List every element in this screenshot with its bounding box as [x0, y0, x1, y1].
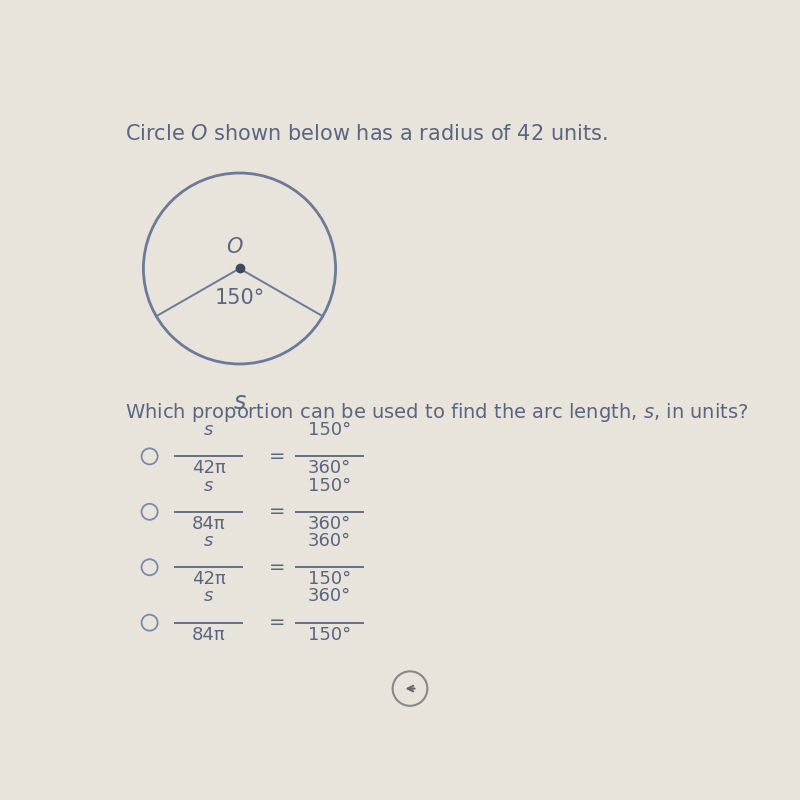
- Text: 42π: 42π: [192, 459, 226, 478]
- Text: 84π: 84π: [192, 515, 226, 533]
- Text: 150°: 150°: [214, 288, 265, 308]
- Text: 360°: 360°: [308, 587, 351, 606]
- Text: =: =: [269, 447, 285, 466]
- Text: 42π: 42π: [192, 570, 226, 588]
- Text: 150°: 150°: [308, 421, 351, 439]
- Text: 360°: 360°: [308, 532, 351, 550]
- Text: 360°: 360°: [308, 459, 351, 478]
- Text: Circle $\mathit{O}$ shown below has a radius of 42 units.: Circle $\mathit{O}$ shown below has a ra…: [125, 124, 607, 144]
- Text: $\mathit{s}$: $\mathit{s}$: [203, 532, 214, 550]
- Text: Which proportion can be used to find the arc length, $\mathit{s}$, in units?: Which proportion can be used to find the…: [125, 401, 748, 424]
- Text: $\mathit{O}$: $\mathit{O}$: [226, 238, 243, 258]
- Text: =: =: [269, 613, 285, 632]
- Text: 150°: 150°: [308, 477, 351, 494]
- Text: 84π: 84π: [192, 626, 226, 644]
- Text: 150°: 150°: [308, 570, 351, 588]
- Text: $\mathit{s}$: $\mathit{s}$: [203, 587, 214, 606]
- Text: =: =: [269, 502, 285, 522]
- Text: $\mathit{s}$: $\mathit{s}$: [203, 477, 214, 494]
- Text: $\mathit{s}$: $\mathit{s}$: [233, 390, 246, 414]
- Text: =: =: [269, 558, 285, 577]
- Text: $\mathit{s}$: $\mathit{s}$: [203, 421, 214, 439]
- Text: 150°: 150°: [308, 626, 351, 644]
- Text: 360°: 360°: [308, 515, 351, 533]
